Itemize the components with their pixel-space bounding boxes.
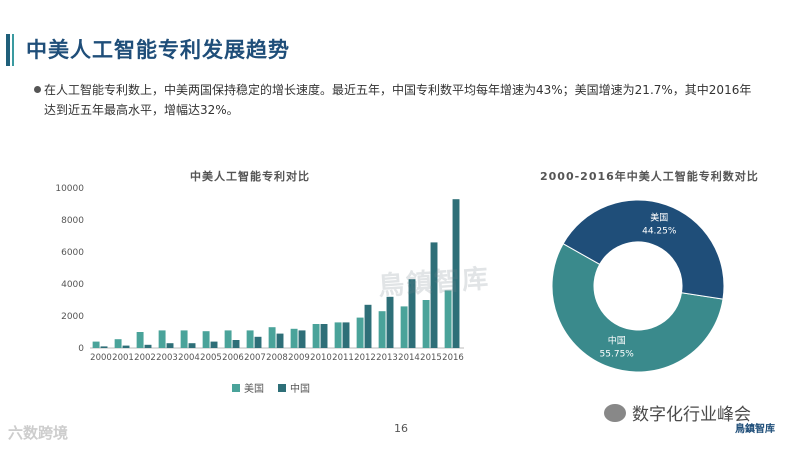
bar-china-2016 [452, 199, 460, 348]
donut-label-value: 55.75% [600, 349, 635, 359]
bar-china-2002 [144, 344, 152, 348]
bar-china-2009 [298, 330, 306, 348]
bar-china-2006 [232, 340, 240, 348]
wechat-icon [604, 403, 626, 422]
legend-label-us: 美国 [244, 384, 264, 395]
bar-us-2008 [268, 327, 276, 348]
legend-swatch-china [278, 383, 286, 392]
bar-china-2004 [188, 343, 196, 348]
donut-slice-us [562, 199, 725, 300]
y-tick-label: 6000 [61, 248, 84, 258]
bar-us-2012 [356, 317, 364, 348]
legend-item-china: 中国 [278, 380, 310, 395]
x-tick-label: 2012 [354, 353, 376, 363]
legend-label-china: 中国 [290, 384, 310, 395]
bar-chart-title: 中美人工智能专利对比 [190, 170, 310, 183]
bar-us-2003 [158, 330, 166, 348]
bar-us-2000 [92, 341, 100, 348]
bar-china-2000 [100, 346, 108, 348]
bar-china-2003 [166, 343, 174, 348]
x-tick-label: 2001 [112, 353, 134, 363]
x-tick-label: 2016 [442, 353, 464, 363]
page-title: 中美人工智能专利发展趋势 [26, 38, 290, 62]
x-tick-label: 2009 [288, 353, 310, 363]
bar-us-2010 [312, 324, 320, 348]
x-tick-label: 2011 [332, 353, 354, 363]
x-tick-label: 2007 [244, 353, 266, 363]
footer-right-brand: 数字化行业峰会 [604, 400, 751, 425]
x-tick-label: 2002 [134, 353, 156, 363]
title-accent-bar [6, 34, 10, 66]
bar-us-2006 [224, 330, 232, 348]
bar-us-2001 [114, 339, 122, 348]
footer-right-text: 数字化行业峰会 [632, 405, 751, 425]
title-accent-bar-thin [12, 34, 14, 66]
bar-china-2011 [342, 322, 350, 348]
bar-china-2015 [430, 242, 438, 348]
legend-swatch-us [232, 383, 240, 392]
bar-us-2014 [400, 306, 408, 348]
donut-label-name: 中国 [608, 334, 626, 346]
x-tick-label: 2013 [376, 353, 398, 363]
x-tick-label: 2015 [420, 353, 442, 363]
x-tick-label: 2000 [90, 353, 112, 363]
bar-chart-legend: 美国 中国 [232, 380, 310, 395]
bar-us-2009 [290, 328, 298, 348]
bar-china-2012 [364, 304, 372, 348]
page-number: 16 [394, 422, 408, 435]
bar-us-2007 [246, 330, 254, 348]
y-tick-label: 4000 [61, 280, 84, 290]
bar-us-2016 [444, 290, 452, 348]
bar-us-2005 [202, 331, 210, 348]
bar-us-2004 [180, 330, 188, 348]
donut-label-value: 44.25% [642, 227, 677, 237]
x-tick-label: 2006 [222, 353, 244, 363]
x-tick-label: 2004 [178, 353, 200, 363]
x-tick-label: 2005 [200, 353, 222, 363]
x-tick-label: 2010 [310, 353, 332, 363]
bar-us-2015 [422, 300, 430, 348]
x-tick-label: 2003 [156, 353, 178, 363]
watermark-logo: 鳥鎮智库 [377, 264, 492, 302]
bar-china-2005 [210, 341, 218, 348]
y-tick-label: 0 [78, 344, 84, 354]
footer-left-brand: 六数跨境 [8, 424, 69, 442]
bar-us-2013 [378, 311, 386, 348]
bar-china-2010 [320, 324, 328, 348]
y-tick-label: 8000 [61, 216, 84, 226]
donut-chart: 中国 55.75% 美国 44.25% [551, 199, 725, 373]
donut-label-name: 美国 [650, 212, 668, 224]
x-tick-label: 2008 [266, 353, 288, 363]
y-tick-label: 2000 [61, 312, 84, 322]
x-tick-label: 2014 [398, 353, 420, 363]
donut-chart-title: 2000-2016年中美人工智能专利数对比 [540, 170, 759, 183]
summary-text: 在人工智能专利数上，中美两国保持稳定的增长速度。最近五年，中国专利数平均每年增速… [44, 83, 752, 117]
bar-china-2007 [254, 336, 262, 348]
bar-china-2014 [408, 279, 416, 348]
bar-china-2001 [122, 345, 130, 348]
bar-china-2013 [386, 296, 394, 348]
bar-us-2002 [136, 332, 144, 348]
bar-china-2008 [276, 333, 284, 348]
legend-item-us: 美国 [232, 380, 264, 395]
logo-small: 鳥鎮智库 [735, 424, 775, 435]
y-tick-label: 10000 [55, 184, 84, 194]
bar-us-2011 [334, 322, 342, 348]
donut-slice-china [551, 243, 724, 373]
bullet-dot [34, 86, 41, 93]
